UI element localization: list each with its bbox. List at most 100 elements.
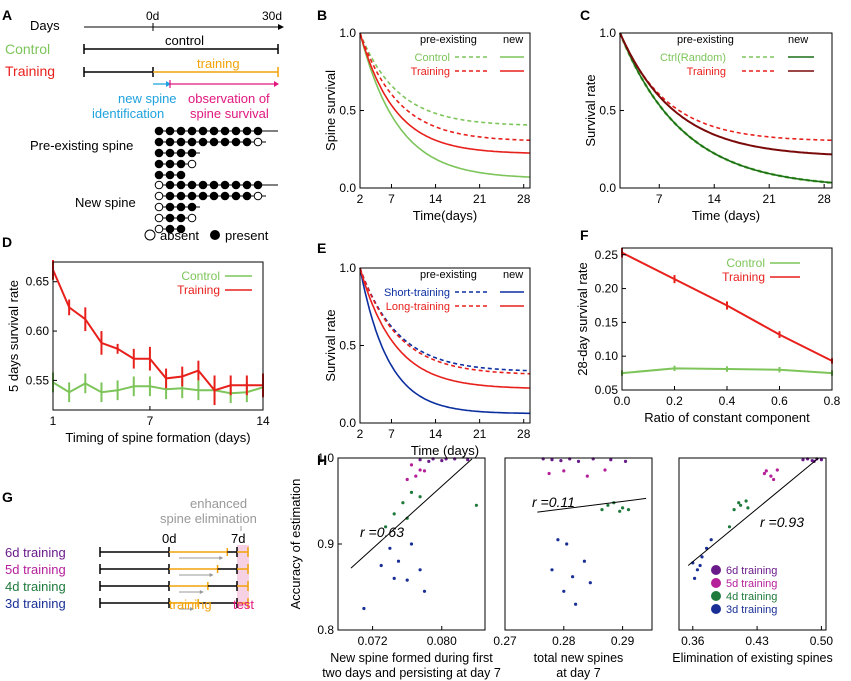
scatter-point [422, 589, 427, 593]
series-line [359, 267, 531, 375]
present-dot [187, 126, 197, 136]
x-tick-label: 28 [517, 427, 531, 441]
scatter-point [574, 602, 578, 606]
scatter-point [405, 477, 409, 482]
present-dot [176, 159, 186, 169]
g-day7-label: 7d [231, 531, 245, 546]
correlation-label: r =0.11 [532, 494, 575, 510]
legend-label: Control [726, 256, 765, 270]
y-tick-label: 1.0 [339, 261, 356, 275]
present-dot [187, 137, 197, 147]
x-tick-label: 2 [357, 192, 364, 206]
schedule-row-label: 4d training [5, 579, 66, 594]
scatter-point [392, 576, 396, 581]
x-tick-label: 0.0 [614, 394, 631, 408]
y-tick-label: 0.25 [595, 248, 619, 262]
scatter-point [396, 559, 401, 563]
x-axis-label: Time(days) [413, 208, 478, 223]
g-training-label: training [169, 597, 212, 612]
control-label: Control [5, 41, 50, 57]
absent-label: absent [160, 228, 199, 243]
scatter-point [746, 506, 750, 510]
scatter-point [732, 508, 736, 512]
identification-arrowhead [166, 81, 171, 87]
present-dot [176, 126, 186, 136]
y-tick-label: 0.0 [339, 181, 356, 195]
y-tick-label: 0.05 [595, 383, 619, 397]
series-line [359, 267, 530, 389]
y-tick-label: 1.0 [339, 26, 356, 40]
x-axis-label: Time (days) [411, 443, 479, 458]
x-axis-label: Time (days) [692, 208, 760, 223]
present-dot [209, 191, 219, 201]
training-bar-label: training [197, 56, 240, 71]
present-dot [165, 180, 175, 190]
new-spine-id-line1: new spine [118, 91, 177, 106]
legend-label: Short-training [384, 287, 450, 299]
present-dot [165, 191, 175, 201]
scatter-point [582, 559, 587, 563]
series-line [359, 32, 531, 126]
present-dot [154, 159, 164, 169]
scatter-point [769, 474, 773, 478]
series-line [359, 32, 531, 142]
x-axis-label-line2: at day 7 [556, 666, 601, 680]
present-dot [165, 137, 175, 147]
scatter-point [409, 463, 414, 467]
gray-arrowhead [219, 556, 224, 560]
x-tick-label: 14 [708, 192, 722, 206]
y-tick-label: 0.9 [317, 537, 334, 551]
present-dot [176, 191, 186, 201]
y-tick-label: 0.0 [599, 181, 616, 195]
present-dot [231, 137, 241, 147]
scatter-point [571, 575, 575, 579]
present-dot [242, 191, 252, 201]
new-spine-id-line2: identification [92, 106, 164, 121]
test-highlight [237, 545, 249, 607]
present-dot [242, 180, 252, 190]
absent-dot [154, 224, 164, 234]
present-dot [220, 126, 230, 136]
present-dot [198, 126, 208, 136]
present-dot [176, 224, 186, 234]
plot-frame [678, 457, 827, 631]
legend-label: 6d training [726, 565, 777, 577]
present-dot [187, 148, 197, 158]
legend-header-pre: pre-existing [677, 34, 734, 46]
scatter-point [775, 468, 779, 472]
legend-dot [711, 565, 721, 575]
x-tick-label: 0.36 [681, 634, 705, 648]
new-spine-label: New spine [75, 195, 136, 210]
x-tick-label: 0.50 [810, 634, 834, 648]
panel-f: F 0.0 0.2 0.4 0.6 0.8 0.05 0.10 0.15 0.20 0.25 Rati… [575, 227, 841, 425]
scatter-point [384, 525, 388, 529]
scatter-point [600, 508, 604, 512]
present-dot [176, 213, 186, 223]
legend-label: 5d training [726, 578, 777, 590]
y-tick-label: 0.60 [26, 324, 50, 338]
present-dot [154, 170, 164, 180]
scatter-point [603, 468, 607, 472]
x-tick-label: 7 [388, 427, 395, 441]
panel-letter-g: G [2, 489, 13, 505]
scatter-point [422, 469, 427, 473]
y-tick-label: 1.0 [599, 26, 616, 40]
present-dot [231, 180, 241, 190]
day0-label: 0d [146, 9, 159, 23]
y-tick-label: 0.8 [317, 623, 334, 637]
present-dot [209, 126, 219, 136]
scatter-point [418, 495, 422, 499]
present-dot [187, 202, 197, 212]
present-dot [176, 148, 186, 158]
scatter-subplot: 0.072 0.080 0.8 0.9 1.0 r =0.63 New spine form… [317, 451, 501, 680]
absent-icon [144, 229, 156, 241]
x-tick-label: 0.8 [824, 394, 841, 408]
scatter-point [474, 503, 478, 507]
y-tick-label: 0.0 [339, 416, 356, 430]
series-line [52, 269, 263, 392]
absent-dot [253, 137, 263, 147]
y-axis-label: 28-day survival rate [575, 262, 590, 375]
scatter-point [772, 477, 776, 482]
present-dot [253, 126, 263, 136]
